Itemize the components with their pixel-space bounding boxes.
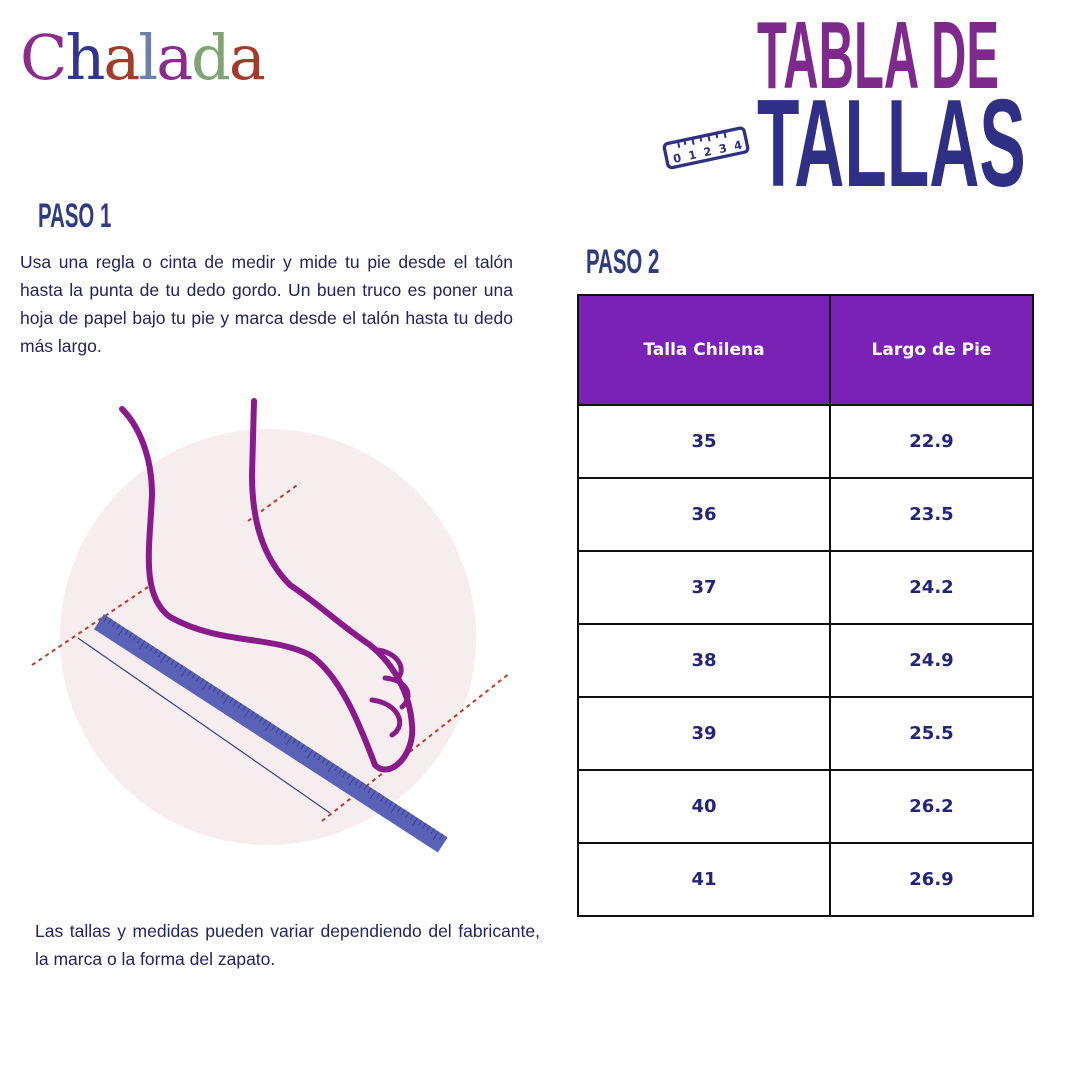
- step-1-instructions: Usa una regla o cinta de medir y mide tu…: [20, 252, 513, 356]
- measure-arrow: [77, 637, 331, 814]
- foot-length-cell: 22.9: [829, 404, 1034, 479]
- foot-length-cell: 25.5: [829, 696, 1034, 771]
- size-cell: 35: [577, 404, 831, 479]
- foot-length-cell: 24.2: [829, 550, 1034, 625]
- table-row: 35 22.9: [577, 404, 1034, 479]
- foot-length-cell: 26.2: [829, 769, 1034, 844]
- ruler-digit: 3: [717, 141, 728, 156]
- size-cell: 41: [577, 842, 831, 917]
- logo-letter: C: [20, 21, 67, 94]
- size-cell: 39: [577, 696, 831, 771]
- logo-letter: a: [228, 21, 266, 94]
- foot-length-cell: 26.9: [829, 842, 1034, 917]
- chalada-logo: Chalada: [20, 18, 266, 98]
- size-cell: 38: [577, 623, 831, 698]
- ruler-digit: 1: [687, 147, 698, 162]
- size-disclaimer: Las tallas y medidas pueden variar depen…: [35, 921, 540, 969]
- table-row: 40 26.2: [577, 769, 1034, 844]
- logo-letter: a: [156, 21, 193, 94]
- title-line-2: TALLAS: [757, 75, 1026, 213]
- ruler-digit: 4: [733, 138, 744, 153]
- foot-length-cell: 23.5: [829, 477, 1034, 552]
- size-cell: 40: [577, 769, 831, 844]
- logo-letter: d: [191, 21, 231, 94]
- toes-icon: [369, 647, 411, 738]
- table-row: 41 26.9: [577, 842, 1034, 917]
- foot-measuring-illustration: [31, 398, 511, 853]
- header-talla-chilena: Talla Chilena: [577, 294, 831, 406]
- logo-letter: a: [103, 21, 140, 94]
- ruler-digit: 2: [702, 144, 713, 159]
- title-line-1: TABLA DE: [757, 2, 1000, 109]
- logo-letter: h: [65, 21, 105, 94]
- table-row: 39 25.5: [577, 696, 1034, 771]
- table-row: 36 23.5: [577, 477, 1034, 552]
- step-2-heading: PASO 2: [586, 243, 660, 281]
- size-table: Talla Chilena Largo de Pie 35 22.9 36 23.5 3…: [577, 294, 1034, 917]
- foot-length-cell: 24.9: [829, 623, 1034, 698]
- table-row: 37 24.2: [577, 550, 1034, 625]
- step-1-heading: PASO 1: [38, 197, 112, 235]
- ruler-digit: 0: [672, 151, 683, 166]
- foot-outline-icon: [119, 398, 416, 773]
- header-largo-de-pie: Largo de Pie: [829, 294, 1034, 406]
- table-row: 38 24.9: [577, 623, 1034, 698]
- logo-letter: l: [138, 21, 158, 94]
- background-circle: [60, 429, 476, 845]
- ruler-icon: [94, 614, 448, 853]
- size-cell: 37: [577, 550, 831, 625]
- size-cell: 36: [577, 477, 831, 552]
